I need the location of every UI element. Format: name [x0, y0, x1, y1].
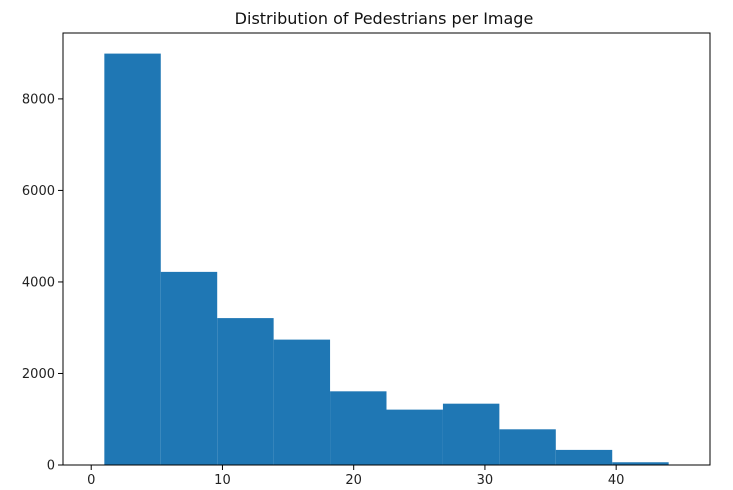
histogram-bar-10: [612, 462, 669, 465]
x-axis: 0 10 20 30 40: [87, 465, 624, 488]
x-tick-label: 40: [608, 473, 625, 488]
histogram-bar-1: [104, 53, 161, 465]
x-tick-label: 10: [214, 473, 231, 488]
bars-group: [104, 53, 669, 465]
histogram-bar-5: [330, 391, 387, 465]
x-tick-label: 30: [477, 473, 494, 488]
histogram-bar-8: [499, 429, 556, 465]
histogram-bar-7: [442, 403, 500, 465]
histogram-bar-2: [160, 271, 218, 465]
histogram-bar-4: [273, 339, 331, 465]
y-tick-label: 0: [47, 459, 55, 474]
histogram-bar-3: [217, 318, 274, 465]
histogram-bar-9: [555, 449, 613, 465]
x-tick-label: 20: [345, 473, 362, 488]
y-tick-label: 6000: [22, 184, 55, 199]
y-tick-label: 8000: [22, 92, 55, 107]
y-tick-label: 4000: [22, 275, 55, 290]
y-tick-label: 2000: [22, 367, 55, 382]
plot-frame: [62, 32, 711, 466]
x-tick-label: 0: [87, 473, 95, 488]
histogram-bar-6: [386, 409, 443, 465]
chart-title: Distribution of Pedestrians per Image: [235, 9, 534, 28]
y-axis: 0 2000 4000 6000 8000: [22, 92, 63, 474]
